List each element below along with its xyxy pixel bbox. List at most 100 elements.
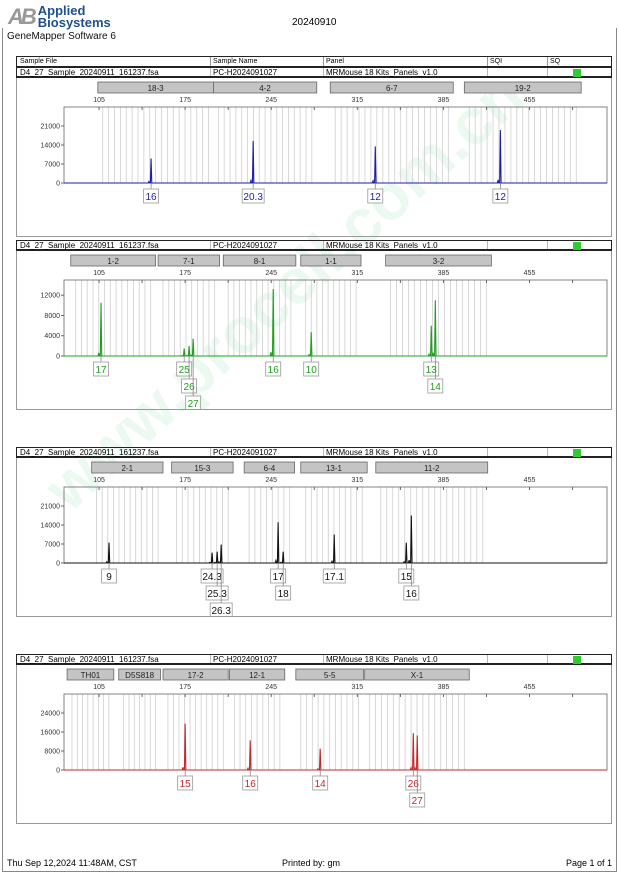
trace-line bbox=[64, 723, 607, 771]
x-tick-label: 105 bbox=[93, 97, 105, 104]
sample-file: D4_27_Sample_20240911_161237.fsa bbox=[20, 448, 159, 457]
y-tick-label: 7000 bbox=[44, 542, 60, 549]
allele-label: 10 bbox=[306, 365, 318, 376]
marker-bar bbox=[300, 254, 362, 267]
marker-label: 8-1 bbox=[254, 257, 266, 266]
x-tick-label: 105 bbox=[93, 477, 105, 484]
electropherogram-panel-2: D4_27_Sample_20240911_161237.fsa PC-H202… bbox=[16, 240, 612, 410]
marker-bar bbox=[229, 668, 286, 681]
allele-label: 27 bbox=[188, 399, 200, 409]
x-tick-label: 245 bbox=[265, 684, 277, 691]
trace-line bbox=[64, 130, 607, 184]
allele-label: 20.3 bbox=[243, 192, 263, 203]
chart-2: 1-2 7-1 8-1 1-1 3-2 105 175 245 315 385 455 0 4000 80… bbox=[41, 254, 608, 409]
sq-status-indicator bbox=[573, 656, 581, 664]
allele-label-box bbox=[241, 188, 265, 204]
marker-label: X-1 bbox=[411, 671, 424, 680]
allele-label: 17 bbox=[273, 572, 285, 583]
applied-biosystems-logo: AB Applied Biosystems bbox=[8, 4, 111, 30]
marker-label: 12-1 bbox=[249, 671, 266, 680]
col-panel: Panel bbox=[326, 58, 344, 65]
allele-label: 15 bbox=[401, 572, 413, 583]
logo-line1: Applied bbox=[37, 3, 86, 18]
allele-label: 16 bbox=[406, 589, 418, 600]
allele-label-box bbox=[209, 602, 233, 616]
marker-bar bbox=[213, 81, 318, 94]
x-tick-label: 105 bbox=[93, 684, 105, 691]
trace-line bbox=[64, 289, 607, 357]
allele-label: 14 bbox=[430, 382, 442, 393]
allele-label-box bbox=[322, 568, 346, 584]
electropherogram-panel-1: D4_27_Sample_20240911_161237.fsa PC-H202… bbox=[16, 67, 612, 237]
electropherogram-panel-4: D4_27_Sample_20240911_161237.fsa PC-H202… bbox=[16, 654, 612, 824]
x-tick-label: 385 bbox=[438, 477, 450, 484]
marker-bar bbox=[329, 81, 454, 94]
allele-label: 13 bbox=[426, 365, 438, 376]
allele-label: 26 bbox=[184, 382, 196, 393]
x-tick-label: 245 bbox=[265, 97, 277, 104]
x-tick-label: 455 bbox=[524, 97, 536, 104]
allele-label-box bbox=[185, 395, 202, 409]
x-tick-label: 245 bbox=[265, 270, 277, 277]
x-tick-label: 385 bbox=[438, 684, 450, 691]
allele-label-box bbox=[101, 568, 117, 584]
sample-row: D4_27_Sample_20240911_161237.fsa PC-H202… bbox=[16, 447, 612, 458]
allele-label: 14 bbox=[315, 779, 327, 790]
chart-4: TH01 D5S818 17-2 12-1 5-5 X-1 105 175 245 315 385 4… bbox=[41, 668, 608, 808]
allele-label: 17 bbox=[95, 365, 107, 376]
allele-label: 12 bbox=[495, 192, 507, 203]
electropherogram-panel-3: D4_27_Sample_20240911_161237.fsa PC-H202… bbox=[16, 447, 612, 617]
sample-name: PC-H2024091027 bbox=[213, 241, 278, 250]
allele-label: 26 bbox=[408, 779, 420, 790]
x-tick-label: 315 bbox=[351, 97, 363, 104]
printed-by: Printed by: gm bbox=[282, 858, 341, 868]
marker-label: 2-1 bbox=[122, 464, 134, 473]
marker-label: 6-7 bbox=[386, 84, 398, 93]
marker-bar bbox=[463, 81, 582, 94]
y-tick-label: 12000 bbox=[41, 293, 61, 300]
allele-label-box bbox=[367, 188, 384, 204]
allele-label-box bbox=[265, 361, 282, 377]
allele-label-box bbox=[177, 775, 194, 791]
marker-bar bbox=[295, 668, 364, 681]
ab-logo-icon: AB bbox=[8, 4, 37, 29]
col-sq: SQ bbox=[550, 58, 561, 65]
x-tick-label: 315 bbox=[351, 270, 363, 277]
y-tick-label: 14000 bbox=[41, 143, 61, 150]
page-number: Page 1 of 1 bbox=[566, 858, 613, 868]
y-tick-label: 14000 bbox=[41, 523, 61, 530]
y-tick-label: 0 bbox=[56, 768, 60, 775]
allele-label-box bbox=[200, 568, 224, 584]
y-tick-label: 7000 bbox=[44, 162, 60, 169]
sample-file: D4_27_Sample_20240911_161237.fsa bbox=[20, 241, 159, 250]
y-tick-label: 8000 bbox=[44, 749, 60, 756]
chart-1: 18-3 4-2 6-7 19-2 105 175 245 315 385 455 0 7000 140… bbox=[41, 81, 608, 204]
report-title: 20240910 bbox=[292, 17, 337, 28]
marker-bar bbox=[66, 668, 115, 681]
col-sqi: SQI bbox=[490, 58, 503, 65]
marker-bar bbox=[118, 668, 161, 681]
sample-file: D4_27_Sample_20240911_161237.fsa bbox=[20, 655, 159, 664]
y-tick-label: 8000 bbox=[44, 313, 60, 320]
chart-3: 2-1 15-3 6-4 13-1 11-2 105 175 245 315 385 455 0 700… bbox=[41, 461, 608, 616]
col-sample-file: Sample File bbox=[20, 58, 57, 65]
allele-label-box bbox=[403, 585, 420, 601]
marker-label: 19-2 bbox=[515, 84, 532, 93]
x-tick-label: 175 bbox=[179, 270, 191, 277]
marker-bar bbox=[222, 254, 297, 267]
marker-bar bbox=[171, 461, 234, 474]
allele-label-box bbox=[176, 361, 193, 377]
page-frame bbox=[2, 28, 617, 872]
sample-name: PC-H2024091027 bbox=[213, 68, 278, 77]
y-tick-label: 4000 bbox=[44, 333, 60, 340]
logo-line2: Biosystems bbox=[37, 15, 111, 30]
allele-label: 25 bbox=[179, 365, 191, 376]
x-tick-label: 105 bbox=[93, 270, 105, 277]
marker-bar bbox=[300, 461, 368, 474]
marker-label: 11-2 bbox=[424, 464, 440, 473]
marker-bar bbox=[364, 668, 470, 681]
sample-row: D4_27_Sample_20240911_161237.fsa PC-H202… bbox=[16, 240, 612, 251]
allele-label: 15 bbox=[180, 779, 192, 790]
allele-label-box bbox=[143, 188, 159, 204]
